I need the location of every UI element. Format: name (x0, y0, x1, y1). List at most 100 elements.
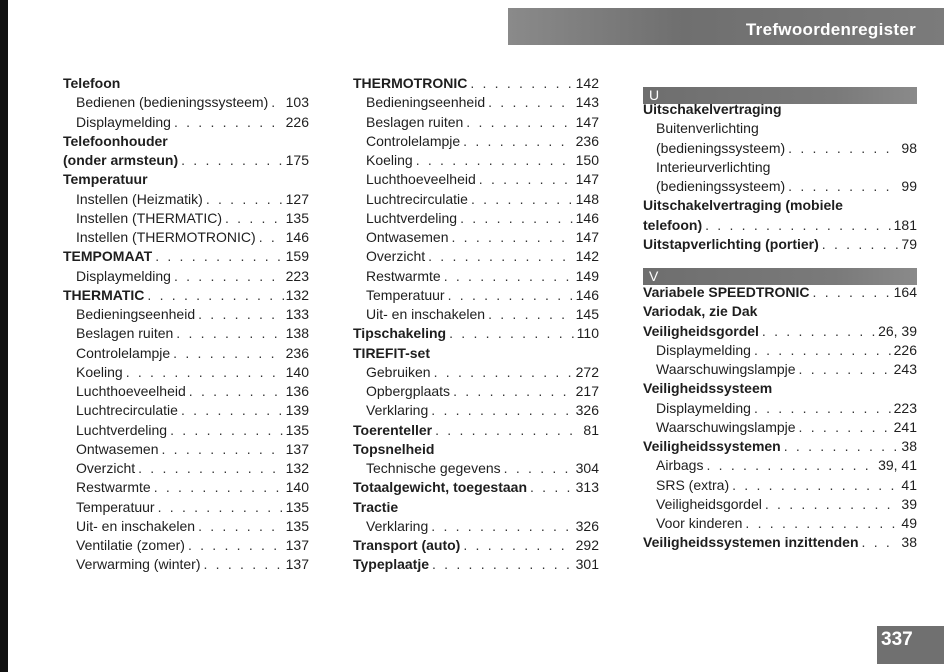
entry-text: Bedieningseenheid (366, 94, 486, 111)
index-entry: Controlelampje. . . . . . . . . . . . . … (353, 132, 599, 151)
dot-leader: . . . . . . . . . . . . . . . . . . . . … (705, 216, 892, 233)
entry-page: 81 (583, 421, 599, 438)
entry-page: 132 (285, 286, 309, 303)
entry-page: 140 (285, 363, 309, 380)
entry-page: 38 (901, 534, 917, 551)
entry-page: 147 (575, 229, 599, 245)
entry-text: Ontwasemen (76, 440, 159, 457)
entry-page: 146 (575, 209, 599, 226)
page-number: 337 (877, 626, 944, 664)
dot-leader: . . . . . . . . . . . . . . . . . . . . … (453, 383, 574, 399)
index-entry: Gebruiken. . . . . . . . . . . . . . . .… (353, 363, 599, 382)
index-column-2: THERMOTRONIC . . . . . . . . . . . . . . … (353, 74, 599, 575)
dot-leader: . . . . . . . . . . . . . . . . . . . . … (783, 438, 900, 454)
entry-page: 181 (893, 216, 917, 233)
dot-leader: . . . . . . . . . . . . . . . . . . . . … (431, 402, 573, 419)
index-entry: THERMOTRONIC. . . . . . . . . . . . . . … (353, 74, 599, 93)
index-entry: Displaymelding. . . . . . . . . . . . . … (643, 399, 917, 418)
dot-leader: . . . . . . . . . . . . . . . . . . . . … (798, 418, 892, 435)
index-entry: Beslagen ruiten. . . . . . . . . . . . .… (353, 113, 599, 132)
dot-leader: . . . . . . . . . . . . . . . . . . . . … (447, 286, 574, 303)
entry-text: Typeplaatje (353, 556, 429, 573)
entry-text: Instellen (THERMOTRONIC) (76, 229, 256, 245)
entry-text: Topsnelheid (353, 440, 435, 457)
index-entry: TIREFIT-set (353, 344, 599, 363)
index-entry: Instellen (Heizmatik). . . . . . . . . .… (63, 190, 309, 209)
entry-page: 142 (575, 75, 599, 91)
entry-page: 137 (285, 556, 309, 573)
entry-page: 132 (285, 460, 309, 476)
index-entry: Typeplaatje. . . . . . . . . . . . . . .… (353, 555, 599, 574)
entry-text: Ventilatie (zomer) (76, 537, 185, 553)
index-entry: Telefoonhouder (63, 132, 309, 151)
dot-leader: . . . . . . . . . . . . . . . . . . . . … (176, 325, 283, 342)
entry-text: Luchtverdeling (366, 209, 458, 226)
entry-text: Koeling (76, 363, 123, 380)
entry-page: 38 (901, 438, 917, 454)
index-entry: Beslagen ruiten. . . . . . . . . . . . .… (63, 324, 309, 343)
index-entry: Uitschakelvertraging (643, 100, 917, 119)
entry-text: Overzicht (366, 248, 426, 265)
dot-leader: . . . . . . . . . . . . . . . . . . . . … (812, 284, 892, 300)
entry-page: 41 (901, 476, 917, 493)
entry-text: Veiligheidssysteem (643, 380, 773, 397)
entry-text: Verklaring (366, 517, 429, 534)
entry-text: Beslagen ruiten (366, 113, 464, 130)
dot-leader: . . . . . . . . . . . . . . . . . . . . … (861, 534, 900, 551)
entry-text: Veiligheidssystemen inzittenden (643, 534, 859, 551)
dot-leader: . . . . . . . . . . . . . . . . . . . . … (706, 457, 876, 474)
entry-page: 175 (285, 152, 309, 168)
dot-leader: . . . . . . . . . . . . . . . . . . . . … (478, 171, 574, 188)
entry-text: Transport (auto) (353, 537, 461, 553)
entry-text: Veiligheidsgordel (656, 495, 762, 512)
index-entry: (bedieningssysteem). . . . . . . . . . .… (643, 177, 917, 196)
entry-page: 110 (576, 325, 599, 342)
entry-page: 137 (285, 440, 309, 457)
entry-text: Ontwasemen (366, 229, 449, 245)
entry-page: 142 (575, 248, 599, 265)
dot-leader: . . . . . . . . . . . . . . . . . . . . … (764, 495, 900, 512)
index-entry: Instellen (THERMATIC). . . . . . . . . .… (63, 209, 309, 228)
entry-text: Beslagen ruiten (76, 325, 174, 342)
entry-page: 164 (893, 284, 917, 300)
entry-text: Instellen (THERMATIC) (76, 209, 222, 226)
dot-leader: . . . . . . . . . . . . . . . . . . . . … (198, 517, 284, 534)
index-entry: Luchtverdeling. . . . . . . . . . . . . … (63, 421, 309, 440)
entry-text: THERMOTRONIC (353, 75, 468, 91)
entry-text: Uitschakelvertraging (mobiele (643, 197, 843, 214)
dot-leader: . . . . . . . . . . . . . . . . . . . . … (503, 460, 574, 476)
entry-text: Tractie (353, 498, 399, 515)
index-entry: Uitstapverlichting (portier). . . . . . … (643, 235, 917, 254)
entry-page: 236 (575, 132, 599, 149)
entry-page: 135 (285, 517, 309, 534)
entry-text: Temperatuur (76, 498, 155, 515)
index-entry: Temperatuur. . . . . . . . . . . . . . .… (353, 286, 599, 305)
index-entry: Displaymelding. . . . . . . . . . . . . … (643, 341, 917, 360)
dot-leader: . . . . . . . . . . . . . . . . . . . . … (460, 209, 574, 226)
entry-page: 226 (285, 113, 309, 130)
index-entry: Voor kinderen. . . . . . . . . . . . . .… (643, 514, 917, 533)
dot-leader: . . . . . . . . . . . . . . . . . . . . … (745, 515, 899, 531)
index-entry: Luchthoeveelheid. . . . . . . . . . . . … (63, 382, 309, 401)
entry-text: Telefoonhouder (63, 132, 168, 149)
index-entry: Overzicht. . . . . . . . . . . . . . . .… (63, 459, 309, 478)
entry-text: SRS (extra) (656, 476, 730, 493)
entry-text: TIREFIT-set (353, 344, 431, 361)
entry-text: Variodak, zie Dak (643, 303, 758, 320)
entry-page: 301 (575, 556, 599, 573)
entry-page: 99 (901, 178, 917, 194)
entry-page: 147 (575, 171, 599, 188)
dot-leader: . . . . . . . . . . . . . . . . . . . . … (443, 267, 574, 284)
dot-leader: . . . . . . . . . . . . . . . . . . . . … (753, 399, 892, 416)
dot-leader: . . . . . . . . . . . . . . . . . . . . … (488, 94, 574, 111)
dot-leader: . . . . . . . . . . . . . . . . . . . . … (173, 113, 284, 130)
entry-text: Controlelampje (76, 344, 171, 361)
entry-text: Gebruiken (366, 363, 431, 380)
entry-page: 313 (575, 479, 599, 496)
entry-text: Temperatuur (63, 171, 148, 188)
entry-text: Waarschuwingslampje (656, 361, 796, 377)
index-entry: Koeling. . . . . . . . . . . . . . . . .… (63, 363, 309, 382)
entry-page: 79 (901, 235, 917, 252)
entry-text: Uitstapverlichting (portier) (643, 235, 819, 252)
index-entry: Bedieningseenheid. . . . . . . . . . . .… (63, 305, 309, 324)
